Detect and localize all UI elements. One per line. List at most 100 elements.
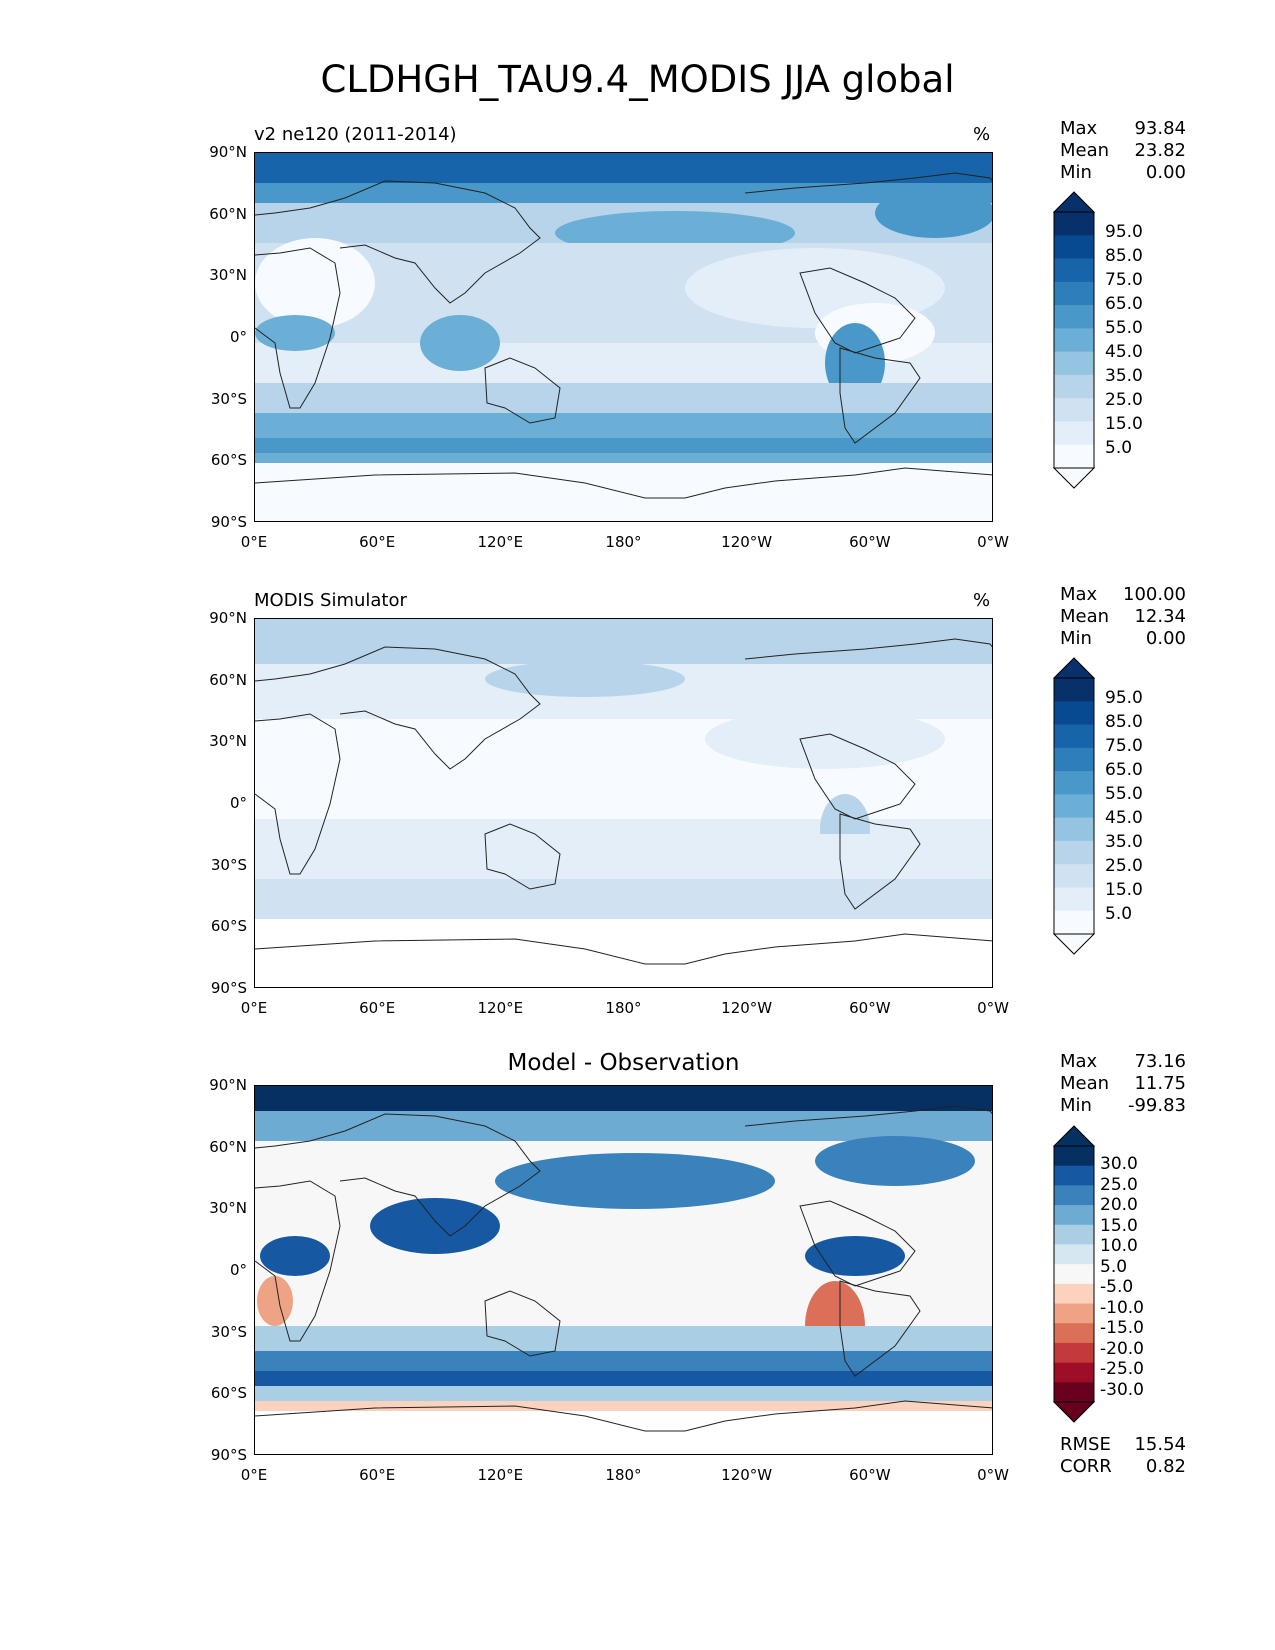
colorbar-segment [1054, 398, 1094, 422]
lat-tick-label: 30°S [177, 390, 247, 408]
colorbar-tick-label: 15.0 [1100, 1216, 1138, 1236]
colorbar-tick-label: 45.0 [1105, 342, 1143, 362]
colorbar-segment [1054, 375, 1094, 399]
colorbar-tick-label: 15.0 [1105, 880, 1143, 900]
colorbar-tick-label: 95.0 [1105, 222, 1143, 242]
colorbar-segment [1054, 678, 1094, 702]
lat-tick-label: 30°N [177, 732, 247, 750]
lon-tick-label: 180° [584, 999, 664, 1017]
colorbar-segment [1054, 1166, 1094, 1186]
colorbar-tick-label: 25.0 [1105, 856, 1143, 876]
colorbar-tick-label: 15.0 [1105, 414, 1143, 434]
lon-tick-label: 0°W [953, 999, 1033, 1017]
colorbar-tick-label: 20.0 [1100, 1195, 1138, 1215]
colorbar-tick-label: 95.0 [1105, 688, 1143, 708]
lon-tick-label: 60°E [337, 1466, 417, 1484]
colorbar-segment [1054, 1146, 1094, 1166]
colorbar-segment [1054, 282, 1094, 306]
panel-diff-colorbar [1051, 1124, 1097, 1424]
colorbar-extend-min [1054, 934, 1094, 954]
lon-tick-label: 60°W [830, 999, 910, 1017]
stat-min: 0.00 [1146, 162, 1186, 184]
colorbar-segment [1054, 1225, 1094, 1245]
panel-obs-colorbar [1051, 656, 1097, 956]
lat-tick-label: 60°N [177, 671, 247, 689]
lat-tick-label: 90°N [177, 609, 247, 627]
lat-tick-label: 30°S [177, 1323, 247, 1341]
colorbar-tick-label: 5.0 [1105, 904, 1132, 924]
colorbar-tick-label: 65.0 [1105, 294, 1143, 314]
panel-diff-stats: Max 73.16 Mean 11.75 Min -99.83 [1060, 1051, 1186, 1117]
lon-tick-label: 60°W [830, 533, 910, 551]
colorbar-extend-max [1054, 1126, 1094, 1146]
colorbar-segment [1054, 445, 1094, 469]
lat-tick-label: 0° [177, 328, 247, 346]
lon-tick-label: 0°W [953, 533, 1033, 551]
colorbar-extend-max [1054, 658, 1094, 678]
colorbar-tick-label: 5.0 [1100, 1257, 1127, 1277]
colorbar-tick-label: 25.0 [1105, 390, 1143, 410]
lat-tick-label: 90°S [177, 979, 247, 997]
colorbar-extend-min [1054, 1402, 1094, 1422]
colorbar-segment [1054, 725, 1094, 749]
colorbar-segment [1054, 1304, 1094, 1324]
stat-min: -99.83 [1128, 1095, 1186, 1117]
colorbar-segment [1054, 212, 1094, 236]
panel-obs-map [254, 618, 993, 988]
figure-title: CLDHGH_TAU9.4_MODIS JJA global [0, 58, 1275, 101]
colorbar-segment [1054, 328, 1094, 352]
lon-tick-label: 60°E [337, 533, 417, 551]
colorbar-tick-label: -30.0 [1100, 1380, 1144, 1400]
lat-tick-label: 60°N [177, 205, 247, 223]
lat-tick-label: 90°S [177, 1446, 247, 1464]
lat-tick-label: 60°S [177, 1384, 247, 1402]
lon-tick-label: 0°E [214, 533, 294, 551]
colorbar-segment [1054, 818, 1094, 842]
colorbar-tick-label: -5.0 [1100, 1277, 1133, 1297]
stat-max: 100.00 [1123, 584, 1186, 606]
panel-diff-map [254, 1085, 993, 1455]
stat-max: 93.84 [1134, 118, 1186, 140]
colorbar-tick-label: 65.0 [1105, 760, 1143, 780]
lat-tick-label: 0° [177, 794, 247, 812]
colorbar-tick-label: 45.0 [1105, 808, 1143, 828]
panel-model-map [254, 152, 993, 522]
lat-tick-label: 30°S [177, 856, 247, 874]
panel-model-colorbar [1051, 190, 1097, 490]
lon-tick-label: 120°E [460, 999, 540, 1017]
lat-tick-label: 30°N [177, 266, 247, 284]
colorbar-segment [1054, 1382, 1094, 1402]
panel-model-label: v2 ne120 (2011-2014) [254, 124, 457, 145]
lon-tick-label: 120°W [707, 533, 787, 551]
colorbar-tick-label: 55.0 [1105, 318, 1143, 338]
colorbar-tick-label: 30.0 [1100, 1154, 1138, 1174]
colorbar-segment [1054, 1185, 1094, 1205]
colorbar-tick-label: 75.0 [1105, 736, 1143, 756]
colorbar-segment [1054, 841, 1094, 865]
lat-tick-label: 60°S [177, 917, 247, 935]
colorbar-segment [1054, 911, 1094, 935]
colorbar-segment [1054, 794, 1094, 818]
colorbar-tick-label: 10.0 [1100, 1236, 1138, 1256]
colorbar-segment [1054, 748, 1094, 772]
panel-model-unit: % [973, 124, 990, 145]
lon-tick-label: 60°W [830, 1466, 910, 1484]
lat-tick-label: 60°N [177, 1138, 247, 1156]
colorbar-segment [1054, 1244, 1094, 1264]
lon-tick-label: 120°E [460, 533, 540, 551]
panel-diff-title: Model - Observation [254, 1050, 993, 1076]
lat-tick-label: 90°S [177, 513, 247, 531]
colorbar-tick-label: -10.0 [1100, 1298, 1144, 1318]
colorbar-tick-label: 5.0 [1105, 438, 1132, 458]
panel-obs-label: MODIS Simulator [254, 590, 407, 611]
stat-min: 0.00 [1146, 628, 1186, 650]
colorbar-segment [1054, 1284, 1094, 1304]
lat-tick-label: 90°N [177, 1076, 247, 1094]
colorbar-segment [1054, 305, 1094, 329]
metric-corr: 0.82 [1146, 1456, 1186, 1478]
lat-tick-label: 30°N [177, 1199, 247, 1217]
panel-obs-unit: % [973, 590, 990, 611]
colorbar-segment [1054, 1343, 1094, 1363]
stat-max: 73.16 [1134, 1051, 1186, 1073]
colorbar-tick-label: 35.0 [1105, 832, 1143, 852]
